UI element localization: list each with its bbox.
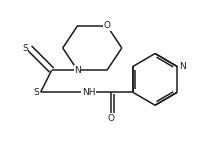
Text: NH: NH xyxy=(81,88,95,97)
Text: S: S xyxy=(22,43,27,53)
Text: S: S xyxy=(33,88,39,97)
Text: O: O xyxy=(107,114,114,123)
Text: O: O xyxy=(103,21,110,30)
Text: N: N xyxy=(178,62,185,71)
Text: N: N xyxy=(74,66,80,75)
